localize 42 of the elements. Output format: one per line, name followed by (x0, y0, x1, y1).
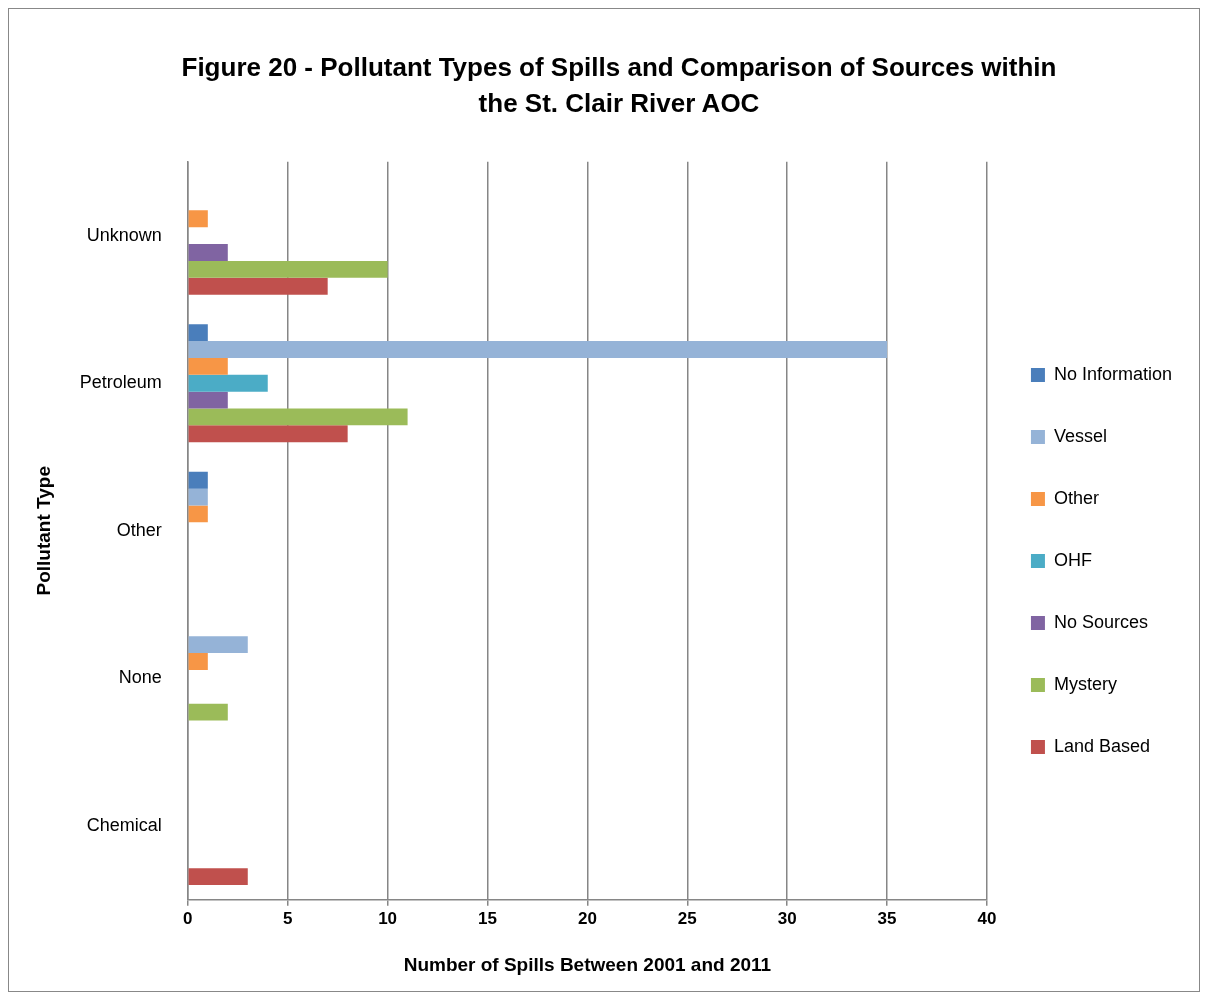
x-tick-label: 20 (577, 908, 597, 928)
bar (188, 357, 228, 375)
x-tick-label: 30 (777, 908, 797, 928)
x-tick-label: 0 (183, 908, 193, 928)
bar (188, 341, 888, 358)
bar (188, 471, 208, 489)
x-tick-label: 40 (977, 908, 997, 928)
chart-title: Figure 20 - Pollutant Types of Spills and Comparison of Sources within the St. Clair River AOC (180, 51, 1058, 120)
x-tick-label: 15 (478, 908, 497, 928)
legend-label: Other (1053, 487, 1099, 508)
bar (188, 425, 348, 443)
legend-label: Mystery (1053, 673, 1117, 694)
legend-label: OHF (1053, 549, 1092, 570)
bar (188, 653, 208, 670)
bar (188, 374, 268, 392)
bar (188, 210, 208, 228)
y-axis-title: Pollutant Type (32, 466, 54, 596)
y-tick-label: None (118, 667, 162, 688)
y-tick-label: Petroleum (79, 372, 162, 393)
bar (188, 488, 208, 506)
legend-label: No Information (1053, 363, 1173, 384)
legend-label: Vessel (1053, 425, 1107, 446)
bar (188, 260, 388, 278)
bar (188, 324, 208, 342)
x-axis-title: Number of Spills Between 2001 and 2011 (403, 953, 772, 975)
x-tick-label: 5 (282, 908, 293, 928)
bar (188, 505, 208, 523)
bar (188, 636, 248, 654)
bar (188, 868, 248, 886)
y-tick-label: Unknown (86, 224, 162, 245)
bar (188, 277, 328, 295)
x-tick-label: 10 (378, 908, 398, 928)
bar (188, 408, 408, 426)
legend-label: No Sources (1053, 611, 1148, 632)
bar (188, 703, 228, 721)
y-tick-label: Other (116, 519, 162, 540)
bar (188, 244, 228, 261)
x-tick-label: 25 (677, 908, 697, 928)
x-tick-label: 35 (877, 908, 897, 928)
legend-label: Land Based (1053, 735, 1151, 756)
bar (188, 391, 228, 409)
y-tick-label: Chemical (86, 814, 162, 835)
